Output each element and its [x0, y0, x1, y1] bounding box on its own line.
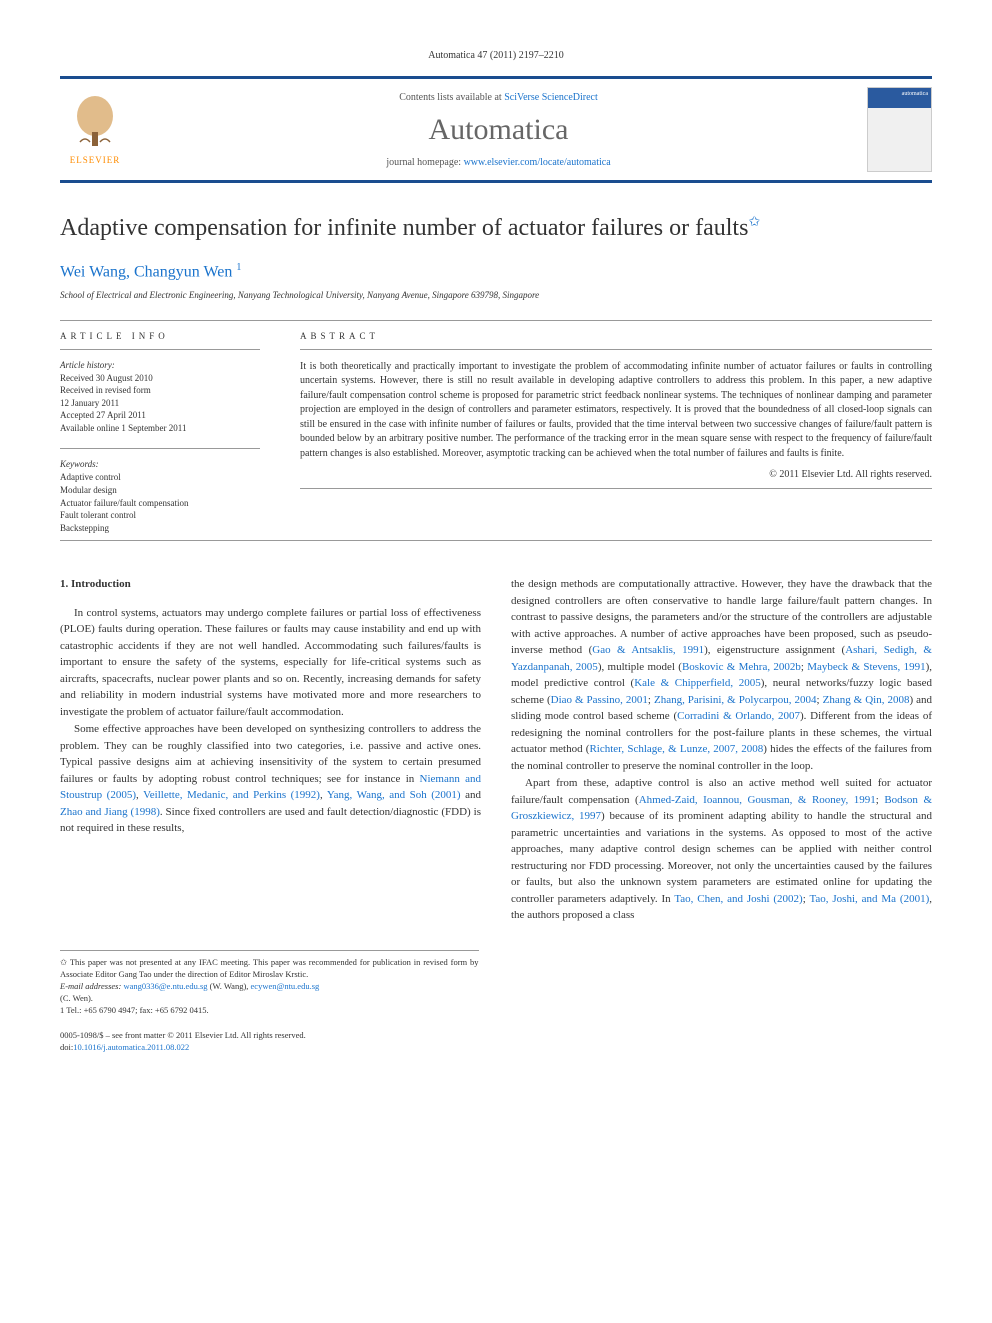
email-name: (W. Wang),: [210, 981, 249, 991]
body-para: Some effective approaches have been deve…: [60, 721, 481, 837]
body-para: Apart from these, adaptive control is al…: [511, 775, 932, 924]
journal-banner: ELSEVIER Contents lists available at Sci…: [60, 76, 932, 183]
author-names[interactable]: Wei Wang, Changyun Wen: [60, 264, 232, 281]
divider: [300, 349, 932, 350]
footnote-emails: E-mail addresses: wang0336@e.ntu.edu.sg …: [60, 981, 479, 993]
article-title: Adaptive compensation for infinite numbe…: [60, 213, 932, 244]
elsevier-label: ELSEVIER: [65, 155, 125, 165]
history-line: Accepted 27 April 2011: [60, 409, 260, 422]
abstract-copyright: © 2011 Elsevier Ltd. All rights reserved…: [300, 469, 932, 480]
email-link[interactable]: ecywen@ntu.edu.sg: [251, 981, 320, 991]
footer-line1: 0005-1098/$ – see front matter © 2011 El…: [60, 1030, 932, 1041]
email-name: (C. Wen).: [60, 993, 479, 1005]
divider: [60, 320, 932, 321]
abstract-text: It is both theoretically and practically…: [300, 360, 932, 462]
footnotes: ✩ This paper was not presented at any IF…: [60, 950, 479, 1016]
divider: [60, 448, 260, 449]
contents-line: Contents lists available at SciVerse Sci…: [130, 92, 867, 103]
history-line: 12 January 2011: [60, 397, 260, 410]
divider: [60, 540, 932, 541]
journal-name: Automatica: [130, 113, 867, 147]
doi-prefix: doi:: [60, 1042, 73, 1052]
article-info-label: ARTICLE INFO: [60, 331, 260, 341]
abstract-label: ABSTRACT: [300, 331, 932, 341]
article-info-column: ARTICLE INFO Article history: Received 3…: [60, 331, 260, 535]
cover-label: automatica: [902, 91, 928, 97]
history-line: Available online 1 September 2011: [60, 422, 260, 435]
divider: [300, 488, 932, 489]
citation-header: Automatica 47 (2011) 2197–2210: [60, 50, 932, 61]
authors: Wei Wang, Changyun Wen 1: [60, 262, 932, 281]
footnote-star: ✩ This paper was not presented at any IF…: [60, 957, 479, 981]
contents-prefix: Contents lists available at: [399, 92, 504, 103]
history-title: Article history:: [60, 360, 260, 370]
right-column: the design methods are computationally a…: [511, 576, 932, 925]
history-line: Received 30 August 2010: [60, 372, 260, 385]
footnote-tel: 1 Tel.: +65 6790 4947; fax: +65 6792 041…: [60, 1005, 479, 1017]
email-link[interactable]: wang0336@e.ntu.edu.sg: [123, 981, 207, 991]
homepage-line: journal homepage: www.elsevier.com/locat…: [130, 157, 867, 168]
sciencedirect-link[interactable]: SciVerse ScienceDirect: [504, 92, 598, 103]
title-marker: ✩: [748, 215, 760, 230]
keyword: Adaptive control: [60, 471, 260, 484]
elsevier-tree-icon: [70, 94, 120, 149]
left-column: 1. Introduction In control systems, actu…: [60, 576, 481, 925]
journal-cover-thumb: automatica: [867, 87, 932, 172]
body-columns: 1. Introduction In control systems, actu…: [60, 576, 932, 925]
body-para: In control systems, actuators may underg…: [60, 605, 481, 721]
keyword: Modular design: [60, 484, 260, 497]
body-para: the design methods are computationally a…: [511, 576, 932, 774]
doi-link[interactable]: 10.1016/j.automatica.2011.08.022: [73, 1042, 189, 1052]
keyword: Backstepping: [60, 522, 260, 535]
keyword: Actuator failure/fault compensation: [60, 497, 260, 510]
title-text: Adaptive compensation for infinite numbe…: [60, 215, 748, 241]
keywords-title: Keywords:: [60, 459, 260, 469]
divider: [60, 349, 260, 350]
email-label: E-mail addresses:: [60, 981, 121, 991]
section-heading: 1. Introduction: [60, 576, 481, 593]
homepage-prefix: journal homepage:: [386, 157, 463, 168]
abstract-column: ABSTRACT It is both theoretically and pr…: [300, 331, 932, 535]
history-line: Received in revised form: [60, 384, 260, 397]
keyword: Fault tolerant control: [60, 509, 260, 522]
footer: 0005-1098/$ – see front matter © 2011 El…: [60, 1030, 932, 1053]
affiliation: School of Electrical and Electronic Engi…: [60, 290, 932, 300]
author-sup: 1: [236, 262, 241, 273]
homepage-link[interactable]: www.elsevier.com/locate/automatica: [464, 157, 611, 168]
elsevier-logo: ELSEVIER: [60, 94, 130, 165]
